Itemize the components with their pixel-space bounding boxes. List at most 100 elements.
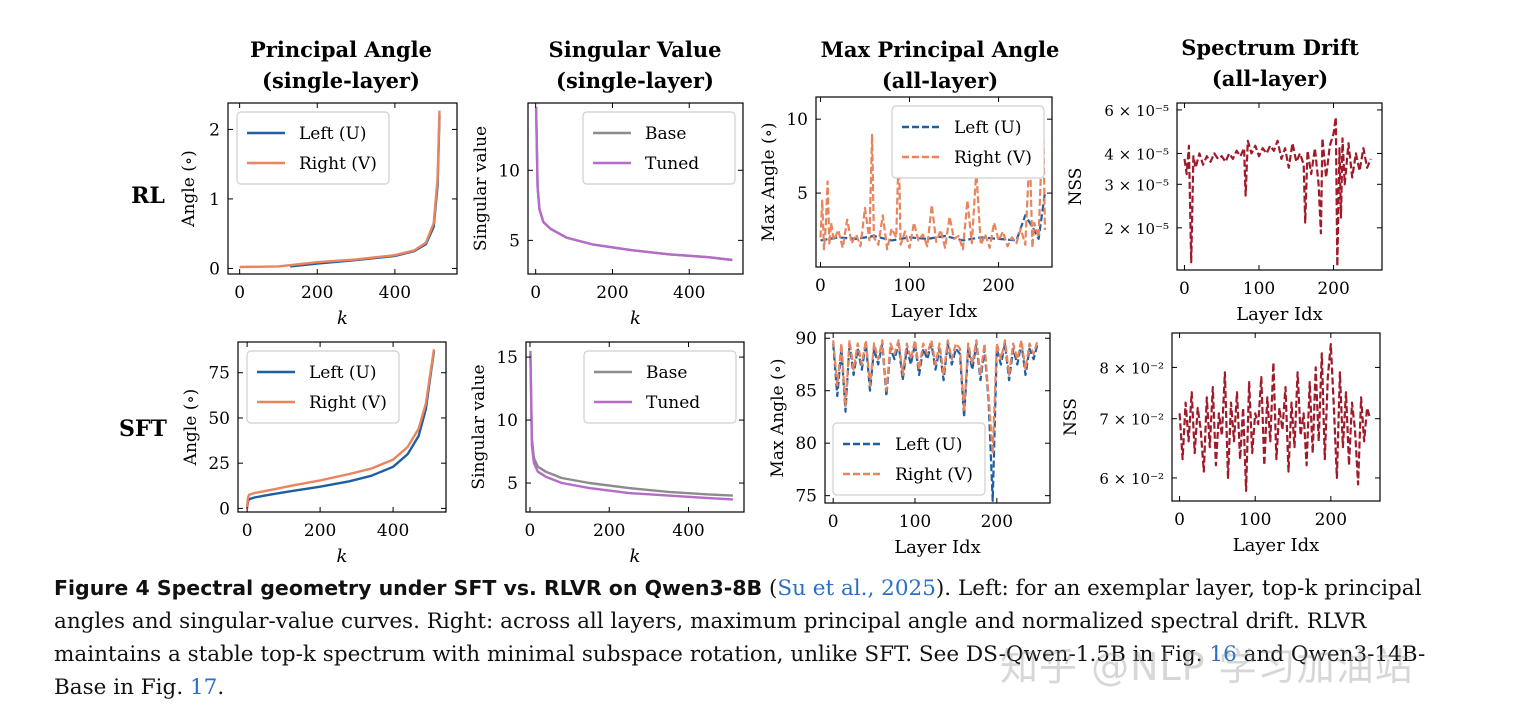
rl-singular-value-frame [527, 102, 744, 275]
rl-principal-angle-title: Principal Angle (single-layer) [250, 37, 432, 93]
rl-spectrum-drift-ylabel: NSS [1066, 168, 1086, 206]
sft-max-principal-angle-ytick-label: 80 [795, 434, 817, 454]
sft-max-principal-angle-plot-area [832, 339, 1039, 502]
sft-principal-angle-plot-area [245, 349, 436, 509]
sft-principal-angle-ytick-label: 50 [208, 409, 230, 429]
sft-singular-value-ytick-label: 15 [496, 348, 518, 368]
figure: RL SFT Principal Angle (single-layer)0 200… [119, 35, 1383, 567]
sft-max-principal-angle-legend-label-right-v: Right (V) [895, 465, 973, 485]
sft-max-principal-angle-series-right-v [832, 339, 1039, 455]
sft-singular-value-legend-label-base: Base [646, 363, 687, 383]
rl-singular-value-ytick-label: 5 [509, 231, 520, 251]
rl-principal-angle-xtick-label: 200 [301, 283, 333, 303]
row-label-sft: SFT [119, 416, 168, 442]
rl-max-principal-angle-legend: Left (U) Right (V) [891, 105, 1045, 179]
sft-singular-value-panel: 0 200 400 5 10 15 k Singular value Base Tuned [469, 341, 745, 567]
rl-principal-angle-xtick-label: 0 [234, 283, 245, 303]
rl-spectrum-drift-xtick-label: 200 [1317, 279, 1349, 299]
rl-singular-value-legend: Base Tuned [582, 111, 736, 185]
sft-principal-angle-xlabel: k [337, 546, 348, 567]
rl-max-principal-angle-xlabel: Layer Idx [891, 301, 978, 322]
sft-principal-angle-ytick-label: 0 [219, 499, 230, 519]
sft-spectrum-drift-ytick-label: 7 × 10⁻² [1099, 411, 1164, 429]
caption-fig-ref-16[interactable]: 16 [1209, 642, 1237, 667]
rl-max-principal-angle-legend-label-left-u: Left (U) [954, 118, 1021, 138]
sft-max-principal-angle-ytick-label: 90 [795, 329, 817, 349]
rl-spectrum-drift-xtick-label: 0 [1179, 279, 1190, 299]
sft-max-principal-angle-xtick-label: 200 [981, 512, 1013, 532]
sft-singular-value-xlabel: k [630, 546, 641, 567]
sft-principal-angle-xtick-label: 0 [242, 521, 253, 541]
sft-max-principal-angle-series-left-u [832, 342, 1039, 502]
rl-singular-value-panel: Singular Value (single-layer) 0 200 400 5 10 k S… [471, 37, 744, 329]
rl-principal-angle-ytick-label: 0 [209, 259, 220, 279]
sft-principal-angle-ytick-label: 25 [208, 454, 230, 474]
sft-spectrum-drift-ytick-label: 8 × 10⁻² [1099, 359, 1164, 377]
sft-principal-angle-xtick-label: 400 [377, 521, 409, 541]
rl-spectrum-drift-ytick-label: 2 × 10⁻⁵ [1104, 220, 1169, 238]
rl-singular-value-series-tuned [534, 107, 733, 262]
rl-principal-angle-plot-area [239, 110, 441, 269]
rl-max-principal-angle-ytick-label: 10 [786, 110, 808, 130]
rl-principal-angle-ylabel: Angle (∘) [179, 150, 199, 228]
sft-principal-angle-series-left-u [245, 350, 436, 509]
caption-lead: Figure 4 Spectral geometry under SFT vs.… [54, 576, 763, 600]
rl-max-principal-angle-xtick-label: 0 [815, 276, 826, 296]
figure-caption: Figure 4 Spectral geometry under SFT vs.… [54, 572, 1474, 704]
rl-spectrum-drift-frame [1176, 102, 1383, 271]
sft-spectrum-drift-xtick-label: 100 [1239, 510, 1271, 530]
sft-principal-angle-panel: 0 200 400 0 25 50 75 k Angle (∘) Left (U) Right (V… [181, 341, 447, 567]
rl-singular-value-plot-area [534, 107, 733, 262]
rl-max-principal-angle-xtick-label: 100 [893, 276, 925, 296]
watermark: 知乎 @NLP 学习加油站 [1000, 645, 1414, 689]
rl-singular-value-legend-label-base: Base [645, 124, 686, 144]
rl-singular-value-xtick-label: 400 [673, 283, 705, 303]
rl-spectrum-drift-xlabel: Layer Idx [1236, 304, 1323, 325]
rl-spectrum-drift-ytick-label: 3 × 10⁻⁵ [1104, 176, 1169, 194]
sft-spectrum-drift-ylabel: NSS [1061, 398, 1081, 436]
sft-singular-value-ylabel: Singular value [469, 364, 489, 489]
sft-principal-angle-frame [237, 341, 447, 513]
sft-singular-value-xtick-label: 0 [525, 521, 536, 541]
rl-singular-value-xtick-label: 200 [596, 283, 628, 303]
sft-spectrum-drift-plot-area [1178, 343, 1372, 492]
rl-max-principal-angle-plot-area [819, 110, 1046, 251]
sft-max-principal-angle-xlabel: Layer Idx [894, 537, 981, 558]
sft-spectrum-drift-series-nss [1178, 343, 1372, 492]
sft-principal-angle-legend: Left (U) Right (V) [246, 350, 400, 424]
sft-spectrum-drift-ytick-label: 6 × 10⁻² [1099, 470, 1164, 488]
rl-spectrum-drift-plot-area [1183, 116, 1372, 268]
sft-singular-value-xtick-label: 200 [593, 521, 625, 541]
sft-singular-value-ytick-label: 10 [496, 411, 518, 431]
sft-principal-angle-xtick-label: 200 [304, 521, 336, 541]
sft-max-principal-angle-legend-label-left-u: Left (U) [895, 435, 962, 455]
caption-fig-ref-17[interactable]: 17 [190, 675, 218, 700]
rl-principal-angle-ytick-label: 1 [209, 190, 220, 210]
sft-principal-angle-series-right-v [245, 349, 436, 509]
sft-spectrum-drift-xtick-label: 200 [1315, 510, 1347, 530]
rl-max-principal-angle-legend-label-right-v: Right (V) [954, 148, 1032, 168]
sft-max-principal-angle-xtick-label: 100 [899, 512, 931, 532]
rl-max-principal-angle-frame [815, 96, 1053, 268]
rl-max-principal-angle-series-right-v [819, 110, 1046, 251]
sft-singular-value-legend: Base Tuned [583, 350, 737, 424]
rl-principal-angle-xlabel: k [337, 308, 348, 329]
rl-max-principal-angle-ylabel: Max Angle (∘) [759, 122, 779, 241]
rl-singular-value-ylabel: Singular value [471, 126, 491, 251]
rl-max-principal-angle-ytick-label: 5 [797, 184, 808, 204]
rl-principal-angle-frame [227, 102, 458, 275]
caption-citation-link[interactable]: Su et al., 2025 [777, 576, 936, 601]
sft-principal-angle-ylabel: Angle (∘) [181, 389, 201, 467]
sft-spectrum-drift-xlabel: Layer Idx [1233, 535, 1320, 556]
rl-principal-angle-legend-label-right-v: Right (V) [299, 154, 377, 174]
rl-singular-value-legend-label-tuned: Tuned [645, 154, 699, 174]
sft-spectrum-drift-panel: 0 100 200 6 × 10⁻² 7 × 10⁻² 8 × 10⁻² Layer Idx… [1061, 332, 1381, 556]
sft-max-principal-angle-panel: 0 100 200 75 80 85 90 Layer Idx Max Angle (∘) Lef… [768, 329, 1051, 558]
sft-singular-value-series-tuned [529, 354, 733, 501]
sft-spectrum-drift-frame [1171, 332, 1381, 502]
sft-singular-value-plot-area [529, 350, 733, 501]
rl-max-principal-angle-title: Max Principal Angle (all-layer) [821, 37, 1060, 93]
rl-principal-angle-legend-label-left-u: Left (U) [299, 124, 366, 144]
sft-max-principal-angle-frame [824, 332, 1051, 504]
sft-max-principal-angle-ylabel: Max Angle (∘) [768, 358, 788, 477]
